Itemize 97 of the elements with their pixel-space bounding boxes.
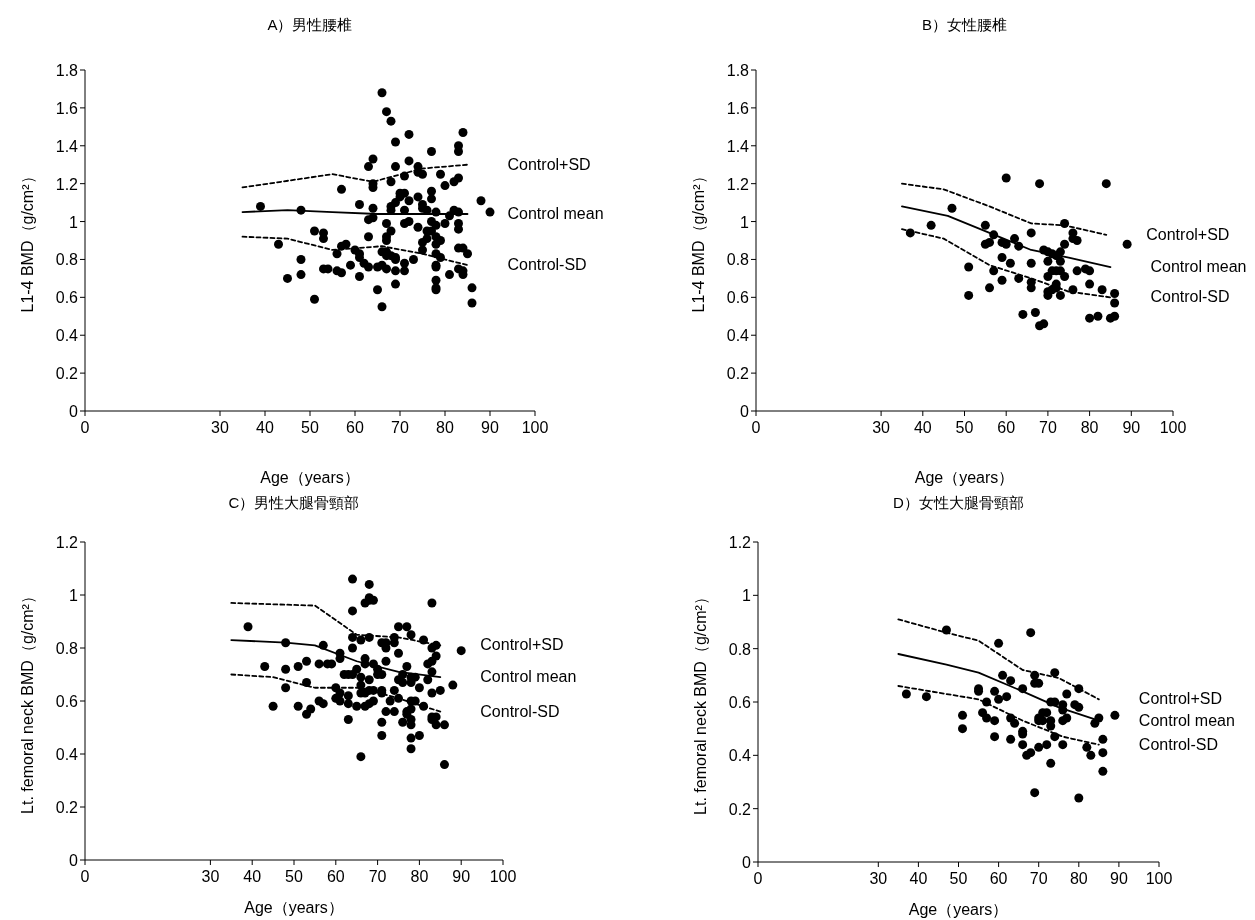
y-tick-label: 1.2 xyxy=(55,534,79,551)
y-tick-label: 1 xyxy=(742,587,752,605)
x-tick-label: 30 xyxy=(869,870,888,887)
x-tick-label: 30 xyxy=(211,419,229,436)
x-tick-label: 30 xyxy=(201,868,220,885)
x-tick-label: 90 xyxy=(452,868,471,885)
text: Control mean xyxy=(480,668,577,686)
x-tick-label: 0 xyxy=(80,868,90,885)
x-tick-label: 50 xyxy=(301,419,319,436)
x-tick-label: 40 xyxy=(909,870,928,887)
x-tick-label: 80 xyxy=(436,419,454,436)
x-tick-label: 80 xyxy=(1080,419,1099,436)
x-tick-label: 0 xyxy=(80,419,90,436)
y-tick-label: 1.2 xyxy=(726,175,750,193)
x-tick-label: 80 xyxy=(1069,870,1088,887)
y-tick-label: 1 xyxy=(69,587,79,604)
y-tick-label: 1.6 xyxy=(726,99,750,117)
x-tick-label: 60 xyxy=(989,870,1008,887)
y-tick-label: 0.6 xyxy=(55,289,79,307)
x-tick-label: 50 xyxy=(949,870,968,887)
chart-title: D）女性大腿骨頸部 xyxy=(893,494,1024,511)
y-tick-label: 0.2 xyxy=(55,365,79,383)
x-axis-title: Age（years） xyxy=(260,469,360,486)
x-tick-label: 70 xyxy=(391,419,409,436)
y-tick-label: 0.8 xyxy=(726,251,750,269)
x-tick-label: 0 xyxy=(753,870,763,887)
y-tick-label: 0.6 xyxy=(55,693,79,710)
y-tick-label: 1.6 xyxy=(55,99,79,117)
x-tick-label: 100 xyxy=(521,419,549,436)
y-tick-label: 1 xyxy=(740,213,750,231)
y-tick-label: 0.4 xyxy=(55,327,79,345)
line-series xyxy=(897,618,1100,701)
text: Control+SD xyxy=(507,155,591,173)
y-tick-label: 0.4 xyxy=(55,746,79,763)
y-axis-title: Lt. femoral neck BMD（g/cm²） xyxy=(692,589,709,815)
y-tick-label: 1.8 xyxy=(55,62,79,79)
y-tick-label: 0.4 xyxy=(728,747,752,765)
text: Control+SD xyxy=(480,636,564,654)
y-axis-title: L1-4 BMD（g/cm²） xyxy=(690,168,707,313)
y-tick-label: 0 xyxy=(742,854,752,871)
x-tick-label: 90 xyxy=(481,419,499,436)
y-axis-title: Lt. femoral neck BMD（g/cm²） xyxy=(19,588,36,814)
x-axis-title: Age（years） xyxy=(244,899,344,916)
text: Control mean xyxy=(1138,711,1235,729)
x-axis-title: Age（years） xyxy=(914,469,1015,486)
x-tick-label: 50 xyxy=(285,868,303,885)
x-tick-label: 40 xyxy=(913,419,932,436)
x-tick-label: 70 xyxy=(1039,419,1057,436)
x-tick-label: 70 xyxy=(368,868,387,885)
y-tick-label: 0.8 xyxy=(55,251,79,269)
text: Control-SD xyxy=(1150,288,1230,306)
x-tick-label: 100 xyxy=(1145,870,1173,887)
x-tick-label: 30 xyxy=(872,419,891,436)
x-tick-label: 90 xyxy=(1122,419,1141,436)
text: Control-SD xyxy=(507,256,587,274)
x-tick-label: 70 xyxy=(1029,870,1048,887)
chart-title: A）男性腰椎 xyxy=(267,16,353,33)
chart-title: B）女性腰椎 xyxy=(921,16,1008,33)
y-tick-label: 0.6 xyxy=(726,289,750,307)
x-tick-label: 60 xyxy=(997,419,1016,436)
text: Control-SD xyxy=(480,702,560,720)
y-tick-label: 1.4 xyxy=(726,137,750,155)
x-tick-label: 100 xyxy=(1159,419,1187,436)
x-tick-label: 60 xyxy=(346,419,364,436)
text: Control+SD xyxy=(1138,690,1223,708)
y-tick-label: 0.2 xyxy=(726,365,750,383)
y-tick-label: 0.6 xyxy=(728,694,752,711)
chart-title: C）男性大腿骨頸部 xyxy=(228,494,360,511)
line-series xyxy=(901,205,1112,268)
text: Control-SD xyxy=(1138,735,1218,753)
y-tick-label: 1.2 xyxy=(728,534,752,551)
y-tick-label: 1 xyxy=(69,213,79,231)
text: Control mean xyxy=(507,204,604,222)
y-tick-label: 1.4 xyxy=(55,137,79,155)
y-tick-label: 0.4 xyxy=(726,327,750,345)
y-tick-label: 0.2 xyxy=(55,799,79,816)
x-tick-label: 40 xyxy=(256,419,274,436)
x-axis-title: Age（years） xyxy=(908,901,1009,918)
y-tick-label: 0 xyxy=(740,403,750,420)
text: Control+SD xyxy=(1146,225,1230,243)
y-tick-label: 1.8 xyxy=(726,62,750,79)
x-tick-label: 80 xyxy=(410,868,429,885)
y-tick-label: 0 xyxy=(69,403,79,420)
y-tick-label: 1.2 xyxy=(55,175,79,193)
line-series xyxy=(901,182,1108,236)
x-tick-label: 60 xyxy=(326,868,345,885)
x-tick-label: 90 xyxy=(1110,870,1128,887)
y-tick-label: 0.2 xyxy=(728,800,752,818)
line-series xyxy=(241,163,469,189)
y-axis-title: L1-4 BMD（g/cm²） xyxy=(19,168,36,313)
x-tick-label: 40 xyxy=(243,868,262,885)
y-tick-label: 0 xyxy=(69,852,79,869)
x-tick-label: 100 xyxy=(489,868,517,885)
y-tick-label: 0.8 xyxy=(728,640,752,658)
y-tick-label: 0.8 xyxy=(55,640,79,657)
x-tick-label: 50 xyxy=(955,419,974,436)
text: Control mean xyxy=(1150,258,1247,276)
